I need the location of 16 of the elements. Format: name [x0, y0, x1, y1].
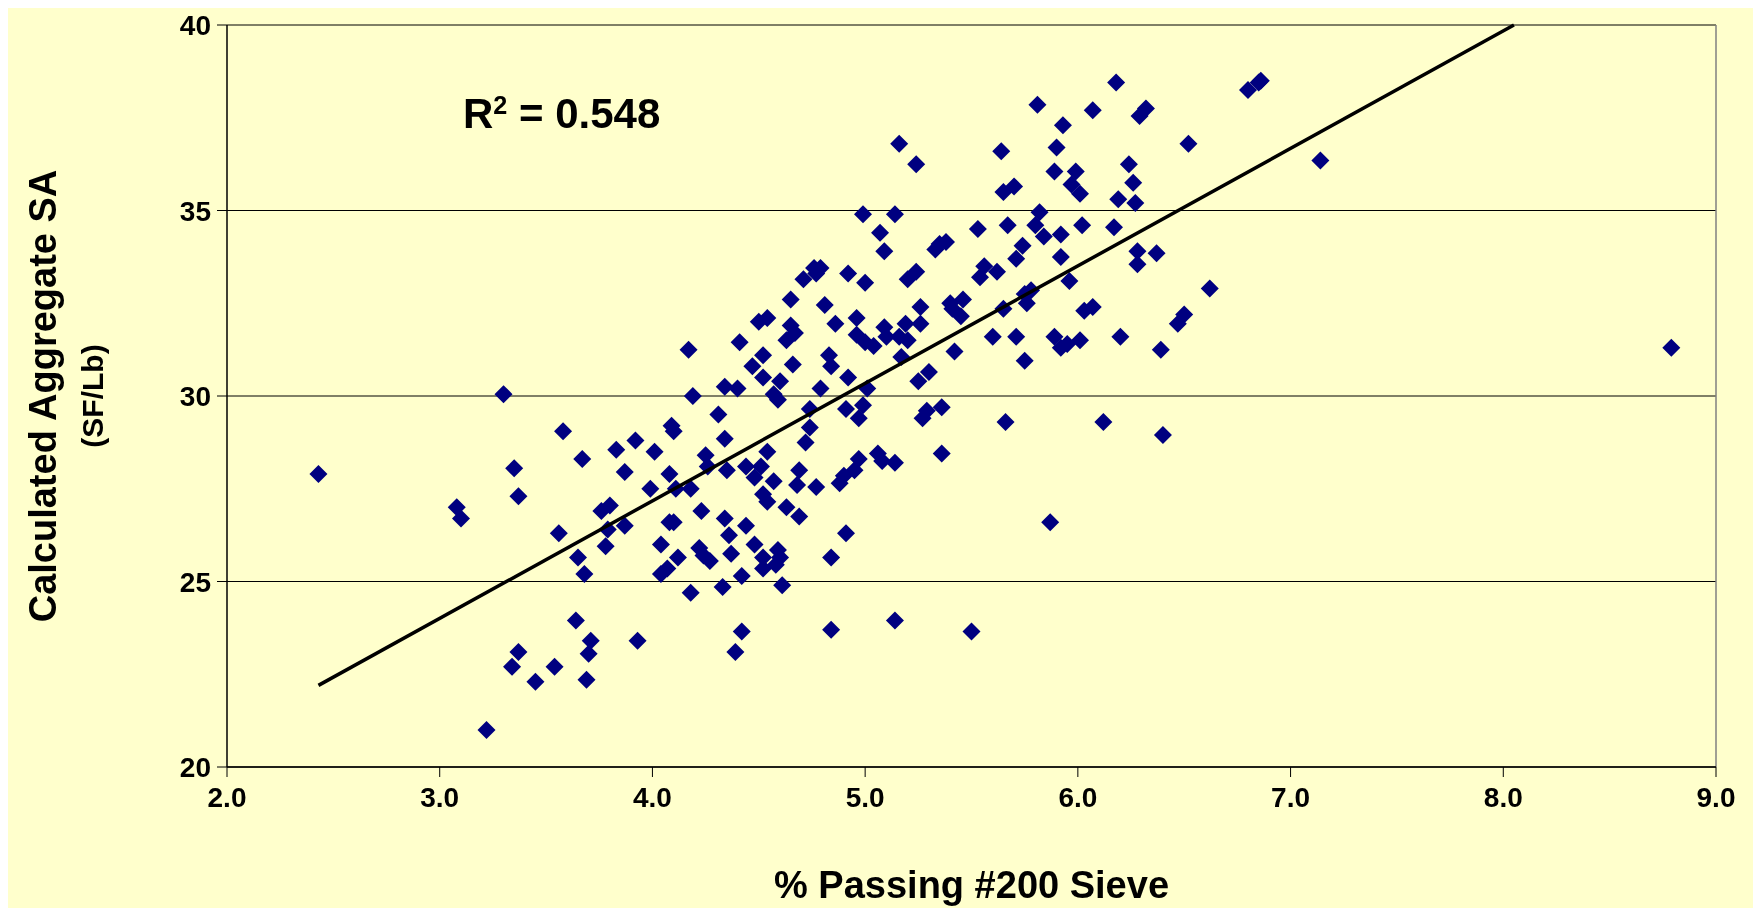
- y-axis-title: Calculated Aggregate SA (SF/Lb): [22, 169, 109, 623]
- annotation: R$^{2}$ = 0.548: [463, 90, 661, 137]
- y-tick-label: 20: [179, 752, 211, 783]
- x-axis-title: % Passing #200 Sieve: [773, 864, 1170, 906]
- x-tick-label: 7.0: [1271, 782, 1311, 813]
- x-tick-label: 2.0: [207, 782, 247, 813]
- y-tick-label: 40: [179, 10, 211, 41]
- x-tick-label: 8.0: [1483, 782, 1523, 813]
- y-tick-label: 35: [179, 195, 211, 227]
- y-tick-label: 25: [179, 566, 211, 598]
- y-tick-label: 30: [179, 381, 211, 412]
- x-tick-label: 5.0: [845, 782, 885, 813]
- x-tick-label: 6.0: [1058, 782, 1098, 813]
- x-tick-label: 9.0: [1696, 782, 1736, 813]
- x-tick-label: 3.0: [420, 782, 460, 813]
- x-tick-label: 4.0: [632, 782, 672, 813]
